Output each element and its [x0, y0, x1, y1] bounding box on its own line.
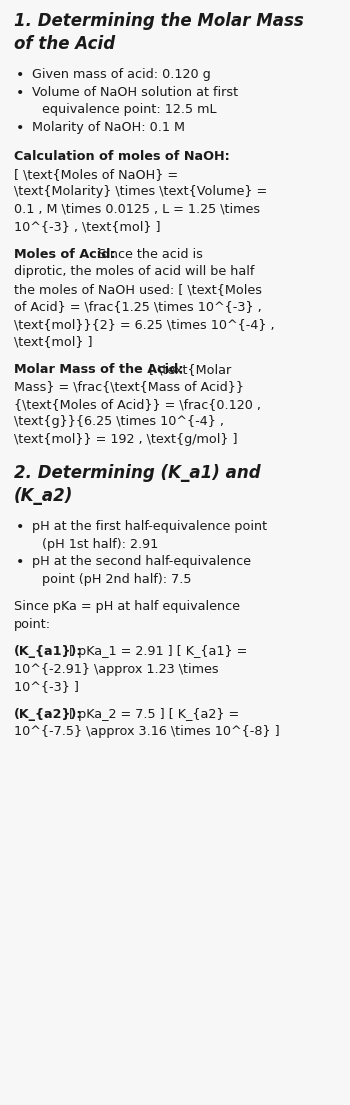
Text: pH at the first half-equivalence point: pH at the first half-equivalence point [32, 520, 267, 534]
Text: •: • [16, 556, 25, 569]
Text: Calculation of moles of NaOH:: Calculation of moles of NaOH: [14, 150, 230, 164]
Text: Mass} = \frac{\text{Mass of Acid}}: Mass} = \frac{\text{Mass of Acid}} [14, 380, 244, 393]
Text: Moles of Acid:: Moles of Acid: [14, 248, 116, 261]
Text: Since the acid is: Since the acid is [94, 248, 203, 261]
Text: (pH 1st half): 2.91: (pH 1st half): 2.91 [42, 538, 158, 551]
Text: of Acid} = \frac{1.25 \times 10^{-3} ,: of Acid} = \frac{1.25 \times 10^{-3} , [14, 301, 262, 313]
Text: (K_{a1}):: (K_{a1}): [14, 645, 83, 659]
Text: Volume of NaOH solution at first: Volume of NaOH solution at first [32, 86, 238, 98]
Text: 2. Determining (K_a1) and: 2. Determining (K_a1) and [14, 464, 261, 482]
Text: Molarity of NaOH: 0.1 M: Molarity of NaOH: 0.1 M [32, 120, 185, 134]
Text: of the Acid: of the Acid [14, 35, 115, 53]
Text: •: • [16, 120, 25, 135]
Text: \text{mol}} = 192 , \text{g/mol} ]: \text{mol}} = 192 , \text{g/mol} ] [14, 433, 238, 445]
Text: [ pKa_1 = 2.91 ] [ K_{a1} =: [ pKa_1 = 2.91 ] [ K_{a1} = [65, 645, 248, 659]
Text: \text{Molarity} \times \text{Volume} =: \text{Molarity} \times \text{Volume} = [14, 186, 267, 198]
Text: 0.1 , M \times 0.0125 , L = 1.25 \times: 0.1 , M \times 0.0125 , L = 1.25 \times [14, 202, 260, 215]
Text: •: • [16, 520, 25, 535]
Text: Since pKa = pH at half equivalence: Since pKa = pH at half equivalence [14, 600, 240, 613]
Text: 10^{-3} , \text{mol} ]: 10^{-3} , \text{mol} ] [14, 220, 161, 233]
Text: \text{g}}{6.25 \times 10^{-4} ,: \text{g}}{6.25 \times 10^{-4} , [14, 415, 224, 429]
Text: (K_{a2}):: (K_{a2}): [14, 708, 83, 720]
Text: 10^{-2.91} \approx 1.23 \times: 10^{-2.91} \approx 1.23 \times [14, 663, 219, 676]
Text: pH at the second half-equivalence: pH at the second half-equivalence [32, 556, 251, 568]
Text: [ \text{Moles of NaOH} =: [ \text{Moles of NaOH} = [14, 168, 178, 181]
Text: point (pH 2nd half): 7.5: point (pH 2nd half): 7.5 [42, 572, 191, 586]
Text: equivalence point: 12.5 mL: equivalence point: 12.5 mL [42, 103, 217, 116]
Text: diprotic, the moles of acid will be half: diprotic, the moles of acid will be half [14, 265, 254, 278]
Text: the moles of NaOH used: [ \text{Moles: the moles of NaOH used: [ \text{Moles [14, 283, 262, 296]
Text: Molar Mass of the Acid:: Molar Mass of the Acid: [14, 362, 183, 376]
Text: •: • [16, 69, 25, 82]
Text: Given mass of acid: 0.120 g: Given mass of acid: 0.120 g [32, 69, 211, 81]
Text: \text{mol} ]: \text{mol} ] [14, 335, 92, 348]
Text: (K_a2): (K_a2) [14, 487, 74, 505]
Text: {\text{Moles of Acid}} = \frac{0.120 ,: {\text{Moles of Acid}} = \frac{0.120 , [14, 398, 261, 411]
Text: 10^{-3} ]: 10^{-3} ] [14, 681, 79, 694]
Text: point:: point: [14, 618, 51, 631]
Text: 1. Determining the Molar Mass: 1. Determining the Molar Mass [14, 12, 304, 30]
Text: \text{mol}}{2} = 6.25 \times 10^{-4} ,: \text{mol}}{2} = 6.25 \times 10^{-4} , [14, 318, 275, 330]
Text: [ \text{Molar: [ \text{Molar [145, 362, 231, 376]
Text: 10^{-7.5} \approx 3.16 \times 10^{-8} ]: 10^{-7.5} \approx 3.16 \times 10^{-8} ] [14, 725, 280, 738]
Text: [ pKa_2 = 7.5 ] [ K_{a2} =: [ pKa_2 = 7.5 ] [ K_{a2} = [65, 708, 240, 720]
Text: •: • [16, 86, 25, 99]
